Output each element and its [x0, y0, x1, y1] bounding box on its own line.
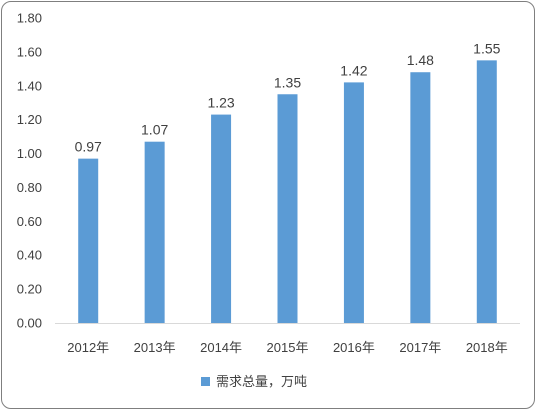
- data-label: 1.42: [340, 62, 367, 78]
- data-labels: 0.97 1.07 1.23 1.35 1.42 1.48 1.55: [75, 40, 501, 154]
- x-tick-label: 2014年: [200, 340, 242, 355]
- y-tick-label: 0.60: [17, 214, 42, 229]
- y-tick-label: 1.20: [17, 112, 42, 127]
- y-tick-label: 0.00: [17, 316, 42, 331]
- x-tick-label: 2013年: [134, 340, 176, 355]
- bar: [144, 141, 165, 323]
- data-label: 1.55: [473, 40, 500, 56]
- y-tick-label: 0.40: [17, 248, 42, 263]
- x-tick-label: 2012年: [67, 340, 109, 355]
- bar: [211, 114, 232, 323]
- bars: [78, 60, 497, 323]
- y-tick-label: 0.20: [17, 282, 42, 297]
- y-tick-label: 0.80: [17, 180, 42, 195]
- data-label: 1.23: [207, 95, 234, 111]
- data-label: 0.97: [75, 139, 102, 155]
- x-tick-label: 2016年: [333, 340, 375, 355]
- bar: [78, 158, 99, 323]
- bar: [410, 72, 431, 323]
- data-label: 1.35: [274, 74, 301, 90]
- x-axis: 2012年 2013年 2014年 2015年 2016年 2017年 2018年: [55, 323, 520, 355]
- legend-label: 需求总量，万吨: [216, 375, 307, 390]
- y-tick-label: 1.80: [17, 11, 42, 26]
- x-tick-label: 2017年: [399, 340, 441, 355]
- y-axis: 0.00 0.20 0.40 0.60 0.80 1.00 1.20 1.40 1.60 1.80: [17, 11, 42, 331]
- legend: 需求总量，万吨: [201, 375, 307, 390]
- bar: [343, 82, 364, 323]
- bar: [277, 94, 298, 323]
- y-tick-label: 1.00: [17, 146, 42, 161]
- data-label: 1.48: [407, 52, 434, 68]
- data-label: 1.07: [141, 122, 168, 138]
- y-tick-label: 1.40: [17, 78, 42, 93]
- legend-swatch: [201, 377, 210, 386]
- x-tick-label: 2015年: [267, 340, 309, 355]
- bar: [476, 60, 497, 323]
- y-tick-label: 1.60: [17, 44, 42, 59]
- x-tick-label: 2018年: [466, 340, 508, 355]
